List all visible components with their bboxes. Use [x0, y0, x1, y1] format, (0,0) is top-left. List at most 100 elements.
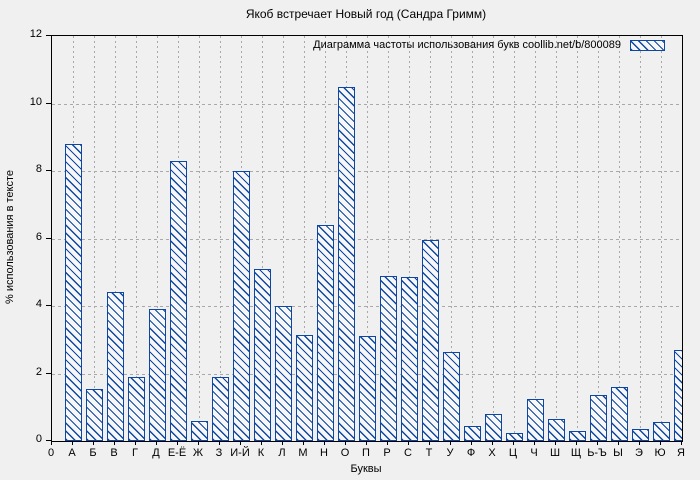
x-tick-label: 0 [47, 447, 55, 459]
x-axis-tick [555, 441, 556, 445]
bar-А [65, 144, 82, 441]
x-tick-label: Н [320, 447, 328, 459]
x-tick-label: Ж [192, 447, 204, 459]
bar-Д [149, 309, 166, 441]
x-tick-label: Т [425, 447, 433, 459]
legend-swatch [630, 39, 665, 51]
y-axis-tick [46, 238, 51, 239]
y-axis-tick [46, 35, 51, 36]
x-axis-tick [492, 441, 493, 445]
plot-area: Диаграмма частоты использования букв coo… [51, 35, 683, 442]
v-gridline [556, 36, 557, 441]
x-axis-tick [156, 441, 157, 445]
x-tick-label: Л [278, 447, 286, 459]
v-gridline [493, 36, 494, 441]
legend: Диаграмма частоты использования букв coo… [313, 39, 665, 51]
y-axis-tick [46, 170, 51, 171]
bar-М [296, 335, 313, 441]
v-gridline [115, 36, 116, 441]
x-axis-label: Буквы [350, 463, 382, 475]
x-tick-label: И-Й [230, 447, 250, 459]
y-tick-label: 4 [35, 298, 42, 310]
v-gridline [262, 36, 263, 441]
bar-Ч [527, 399, 544, 441]
x-tick-label: Ы [613, 447, 623, 459]
x-axis-tick [303, 441, 304, 445]
x-axis-tick [345, 441, 346, 445]
x-tick-label: Э [635, 447, 643, 459]
bar-Ф [464, 426, 481, 441]
x-axis-tick [219, 441, 220, 445]
x-tick-label: Ь-Ъ [587, 447, 607, 459]
y-axis-tick [46, 373, 51, 374]
x-axis-tick [177, 441, 178, 445]
v-gridline [430, 36, 431, 441]
x-tick-label: Р [383, 447, 391, 459]
bar-Ю [653, 422, 670, 441]
x-tick-label: Ч [530, 447, 538, 459]
x-axis-tick [660, 441, 661, 445]
v-gridline [220, 36, 221, 441]
x-tick-label: Ш [549, 447, 561, 459]
x-tick-label: К [257, 447, 265, 459]
bar-Э [632, 429, 649, 441]
x-axis-tick [282, 441, 283, 445]
bar-Ц [506, 433, 523, 441]
v-gridline [514, 36, 515, 441]
x-axis-tick [408, 441, 409, 445]
v-gridline [199, 36, 200, 441]
v-gridline [451, 36, 452, 441]
bar-Е-Ё [170, 161, 187, 441]
x-tick-label: У [446, 447, 454, 459]
x-tick-label: Д [152, 447, 160, 459]
v-gridline [640, 36, 641, 441]
x-axis-tick [618, 441, 619, 445]
v-gridline [136, 36, 137, 441]
x-tick-label: А [68, 447, 76, 459]
bar-Г [128, 377, 145, 441]
bar-Ж [191, 421, 208, 441]
x-tick-label: М [298, 447, 308, 459]
x-tick-label: Е-Ё [167, 447, 187, 459]
x-axis-tick [114, 441, 115, 445]
v-gridline [577, 36, 578, 441]
v-gridline [409, 36, 410, 441]
x-tick-label: Ф [466, 447, 476, 459]
bar-Л [275, 306, 292, 441]
bar-Ы [611, 387, 628, 441]
bar-Я [674, 350, 682, 441]
y-tick-label: 12 [29, 28, 42, 40]
x-axis-tick [639, 441, 640, 445]
x-tick-label: Г [132, 447, 138, 459]
bar-С [401, 277, 418, 441]
bar-Ш [548, 419, 565, 441]
x-tick-label: Ц [508, 447, 518, 459]
x-tick-label: С [404, 447, 412, 459]
bar-Т [422, 240, 439, 441]
v-gridline [157, 36, 158, 441]
bar-И-Й [233, 171, 250, 441]
bar-Н [317, 225, 334, 441]
y-tick-label: 8 [35, 163, 42, 175]
v-gridline [661, 36, 662, 441]
x-axis-tick [450, 441, 451, 445]
v-gridline [94, 36, 95, 441]
chart-title: Якоб встречает Новый год (Сандра Гримм) [245, 7, 487, 21]
y-axis-tick [46, 305, 51, 306]
x-axis-tick [534, 441, 535, 445]
bar-П [359, 336, 376, 441]
x-axis-tick [51, 441, 52, 445]
bar-Щ [569, 431, 586, 441]
x-axis-tick [72, 441, 73, 445]
y-tick-label: 6 [35, 231, 42, 243]
x-axis-tick [198, 441, 199, 445]
v-gridline [535, 36, 536, 441]
bar-У [443, 352, 460, 441]
y-axis-tick [46, 103, 51, 104]
legend-label: Диаграмма частоты использования букв coo… [313, 39, 621, 51]
v-gridline [619, 36, 620, 441]
x-tick-label: Ю [654, 447, 666, 459]
bar-К [254, 269, 271, 441]
bar-Ь-Ъ [590, 395, 607, 441]
